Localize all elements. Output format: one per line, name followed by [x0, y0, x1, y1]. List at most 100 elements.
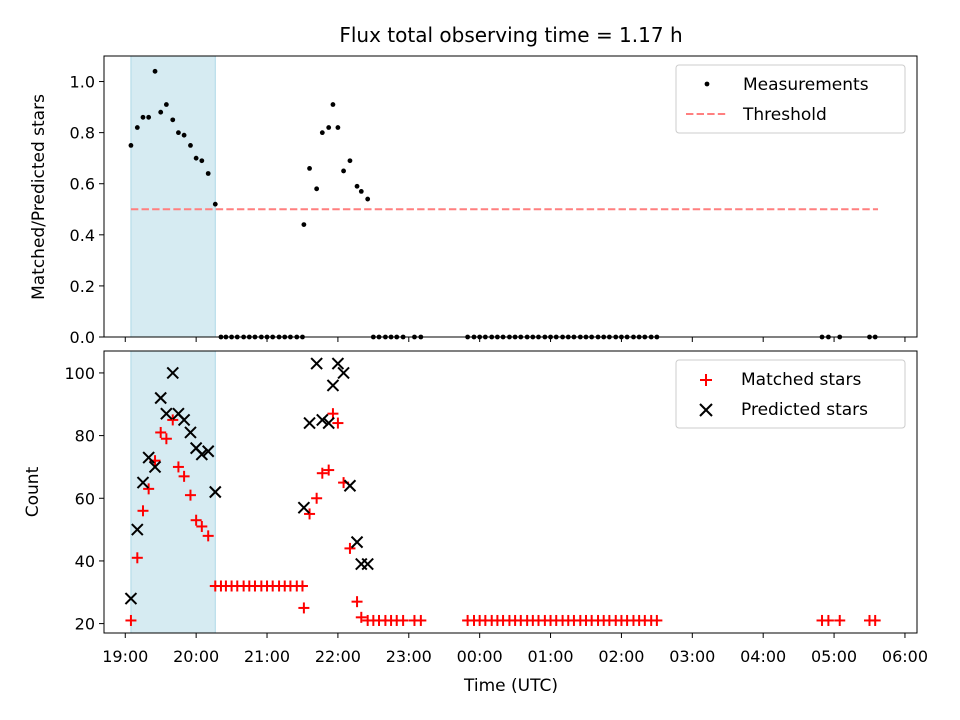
matched-star-point [167, 414, 179, 426]
top-y-tick-label: 0.6 [70, 175, 95, 194]
x-tick-label: 00:00 [457, 647, 503, 666]
matched-star-point [355, 611, 367, 623]
measurement-point [199, 158, 205, 164]
predicted-star-point [136, 476, 150, 489]
x-tick-label: 21:00 [244, 647, 290, 666]
measurement-point [314, 186, 320, 192]
measurement-point [176, 130, 181, 136]
predicted-star-point [326, 379, 340, 392]
x-tick-label: 23:00 [386, 647, 432, 666]
bottom-shaded-span [130, 350, 216, 634]
matched-star-point [311, 492, 323, 504]
measurement-point [188, 143, 193, 148]
predicted-star-point [316, 413, 329, 427]
matched-star-point [160, 433, 172, 445]
predicted-star-point [195, 448, 209, 461]
bottom-legend: Matched stars Predicted stars [675, 359, 906, 429]
predicted-star-point [166, 366, 179, 380]
measurement-point [193, 155, 199, 161]
matched-star-point [351, 596, 363, 608]
star-count-panel: 20 40 60 80 100 19:00 20:00 21:00 22:00 23:00 00:… [23, 350, 928, 696]
matched-star-point [196, 520, 208, 532]
x-tick-label: 04:00 [740, 647, 786, 666]
predicted-star-point [184, 426, 197, 439]
predicted-star-point [297, 501, 311, 514]
matched-star-point [172, 461, 184, 473]
predicted-star-point [361, 557, 374, 571]
x-tick-label: 20:00 [173, 647, 219, 666]
matched-star-point [190, 514, 202, 526]
predicted-star-point [337, 366, 350, 380]
matched-star-point [327, 408, 339, 420]
matched-star-point [332, 417, 344, 429]
predicted-star-point [303, 416, 316, 430]
measurement-point [128, 143, 134, 148]
measurement-point [326, 125, 332, 130]
bottom-legend-box [675, 359, 906, 429]
legend-matched-label: Matched stars [741, 370, 861, 390]
bottom-y-tick-label: 60 [75, 489, 95, 508]
predicted-star-point [177, 413, 191, 427]
predicted-star-point [201, 445, 215, 458]
legend-threshold-label: Threshold [742, 105, 827, 125]
measurement-point [181, 132, 187, 138]
measurement-point [158, 109, 164, 115]
predicted-star-point [350, 535, 364, 549]
top-y-tick-label: 0.2 [70, 277, 95, 296]
matched-star-point [143, 483, 155, 495]
top-shaded-span [130, 55, 216, 338]
matched-star-point [178, 470, 190, 482]
x-tick-label: 19:00 [102, 647, 148, 666]
top-axes-frame [103, 55, 918, 338]
top-y-tick-label: 0.4 [70, 226, 95, 245]
matched-star-point [651, 614, 663, 626]
x-tick-label: 05:00 [811, 647, 857, 666]
bottom-axes-frame [103, 350, 918, 634]
bottom-y-tick-label: 20 [75, 615, 95, 634]
measurement-point [354, 183, 360, 189]
matched-star-point [155, 426, 167, 438]
bottom-y-tick-label: 80 [75, 427, 95, 446]
top-legend: Measurements Threshold [675, 64, 906, 134]
measurement-point [212, 201, 218, 207]
predicted-star-point [154, 391, 167, 405]
measurement-point [307, 166, 312, 171]
measurement-point [152, 68, 158, 74]
x-axis-label: Time (UTC) [463, 676, 558, 696]
measurement-point [163, 102, 169, 107]
predicted-star-point [209, 485, 222, 499]
matched-star-point [397, 614, 409, 626]
measurement-point [319, 130, 325, 136]
matched-star-point [296, 580, 308, 592]
top-y-axis: 0.0 0.2 0.4 0.6 0.8 1.0 [70, 73, 104, 347]
top-y-tick-label: 0.8 [70, 124, 95, 143]
x-tick-label: 01:00 [527, 647, 573, 666]
matched-star-point [869, 614, 881, 626]
top-x-ticks [124, 337, 906, 342]
predicted-star-point [124, 592, 138, 605]
x-tick-label: 22:00 [315, 647, 361, 666]
predicted-star-point [148, 460, 162, 474]
x-tick-label: 06:00 [882, 647, 928, 666]
bottom-y-tick-label: 100 [64, 364, 95, 383]
measurement-point [146, 114, 152, 120]
measurement-point [205, 171, 211, 176]
top-y-tick-label: 1.0 [70, 73, 95, 92]
predicted-star-point [160, 407, 173, 420]
predicted-star-point [142, 451, 155, 464]
measurement-point [134, 125, 140, 130]
x-tick-label: 03:00 [669, 647, 715, 666]
measurement-point [335, 125, 341, 130]
top-legend-box [675, 64, 906, 134]
legend-measurements-marker [704, 81, 710, 87]
measurement-point [341, 168, 346, 174]
legend-predicted-label: Predicted stars [741, 400, 868, 420]
predicted-star-point [131, 523, 144, 536]
predicted-star-point [310, 357, 323, 370]
matched-star-point [834, 614, 846, 626]
matched-star-point [822, 614, 834, 626]
predicted-star-point [343, 479, 357, 492]
bottom-y-axis: 20 40 60 80 100 [64, 364, 104, 634]
matched-star-point [323, 464, 335, 476]
matched-star-point [298, 602, 310, 614]
